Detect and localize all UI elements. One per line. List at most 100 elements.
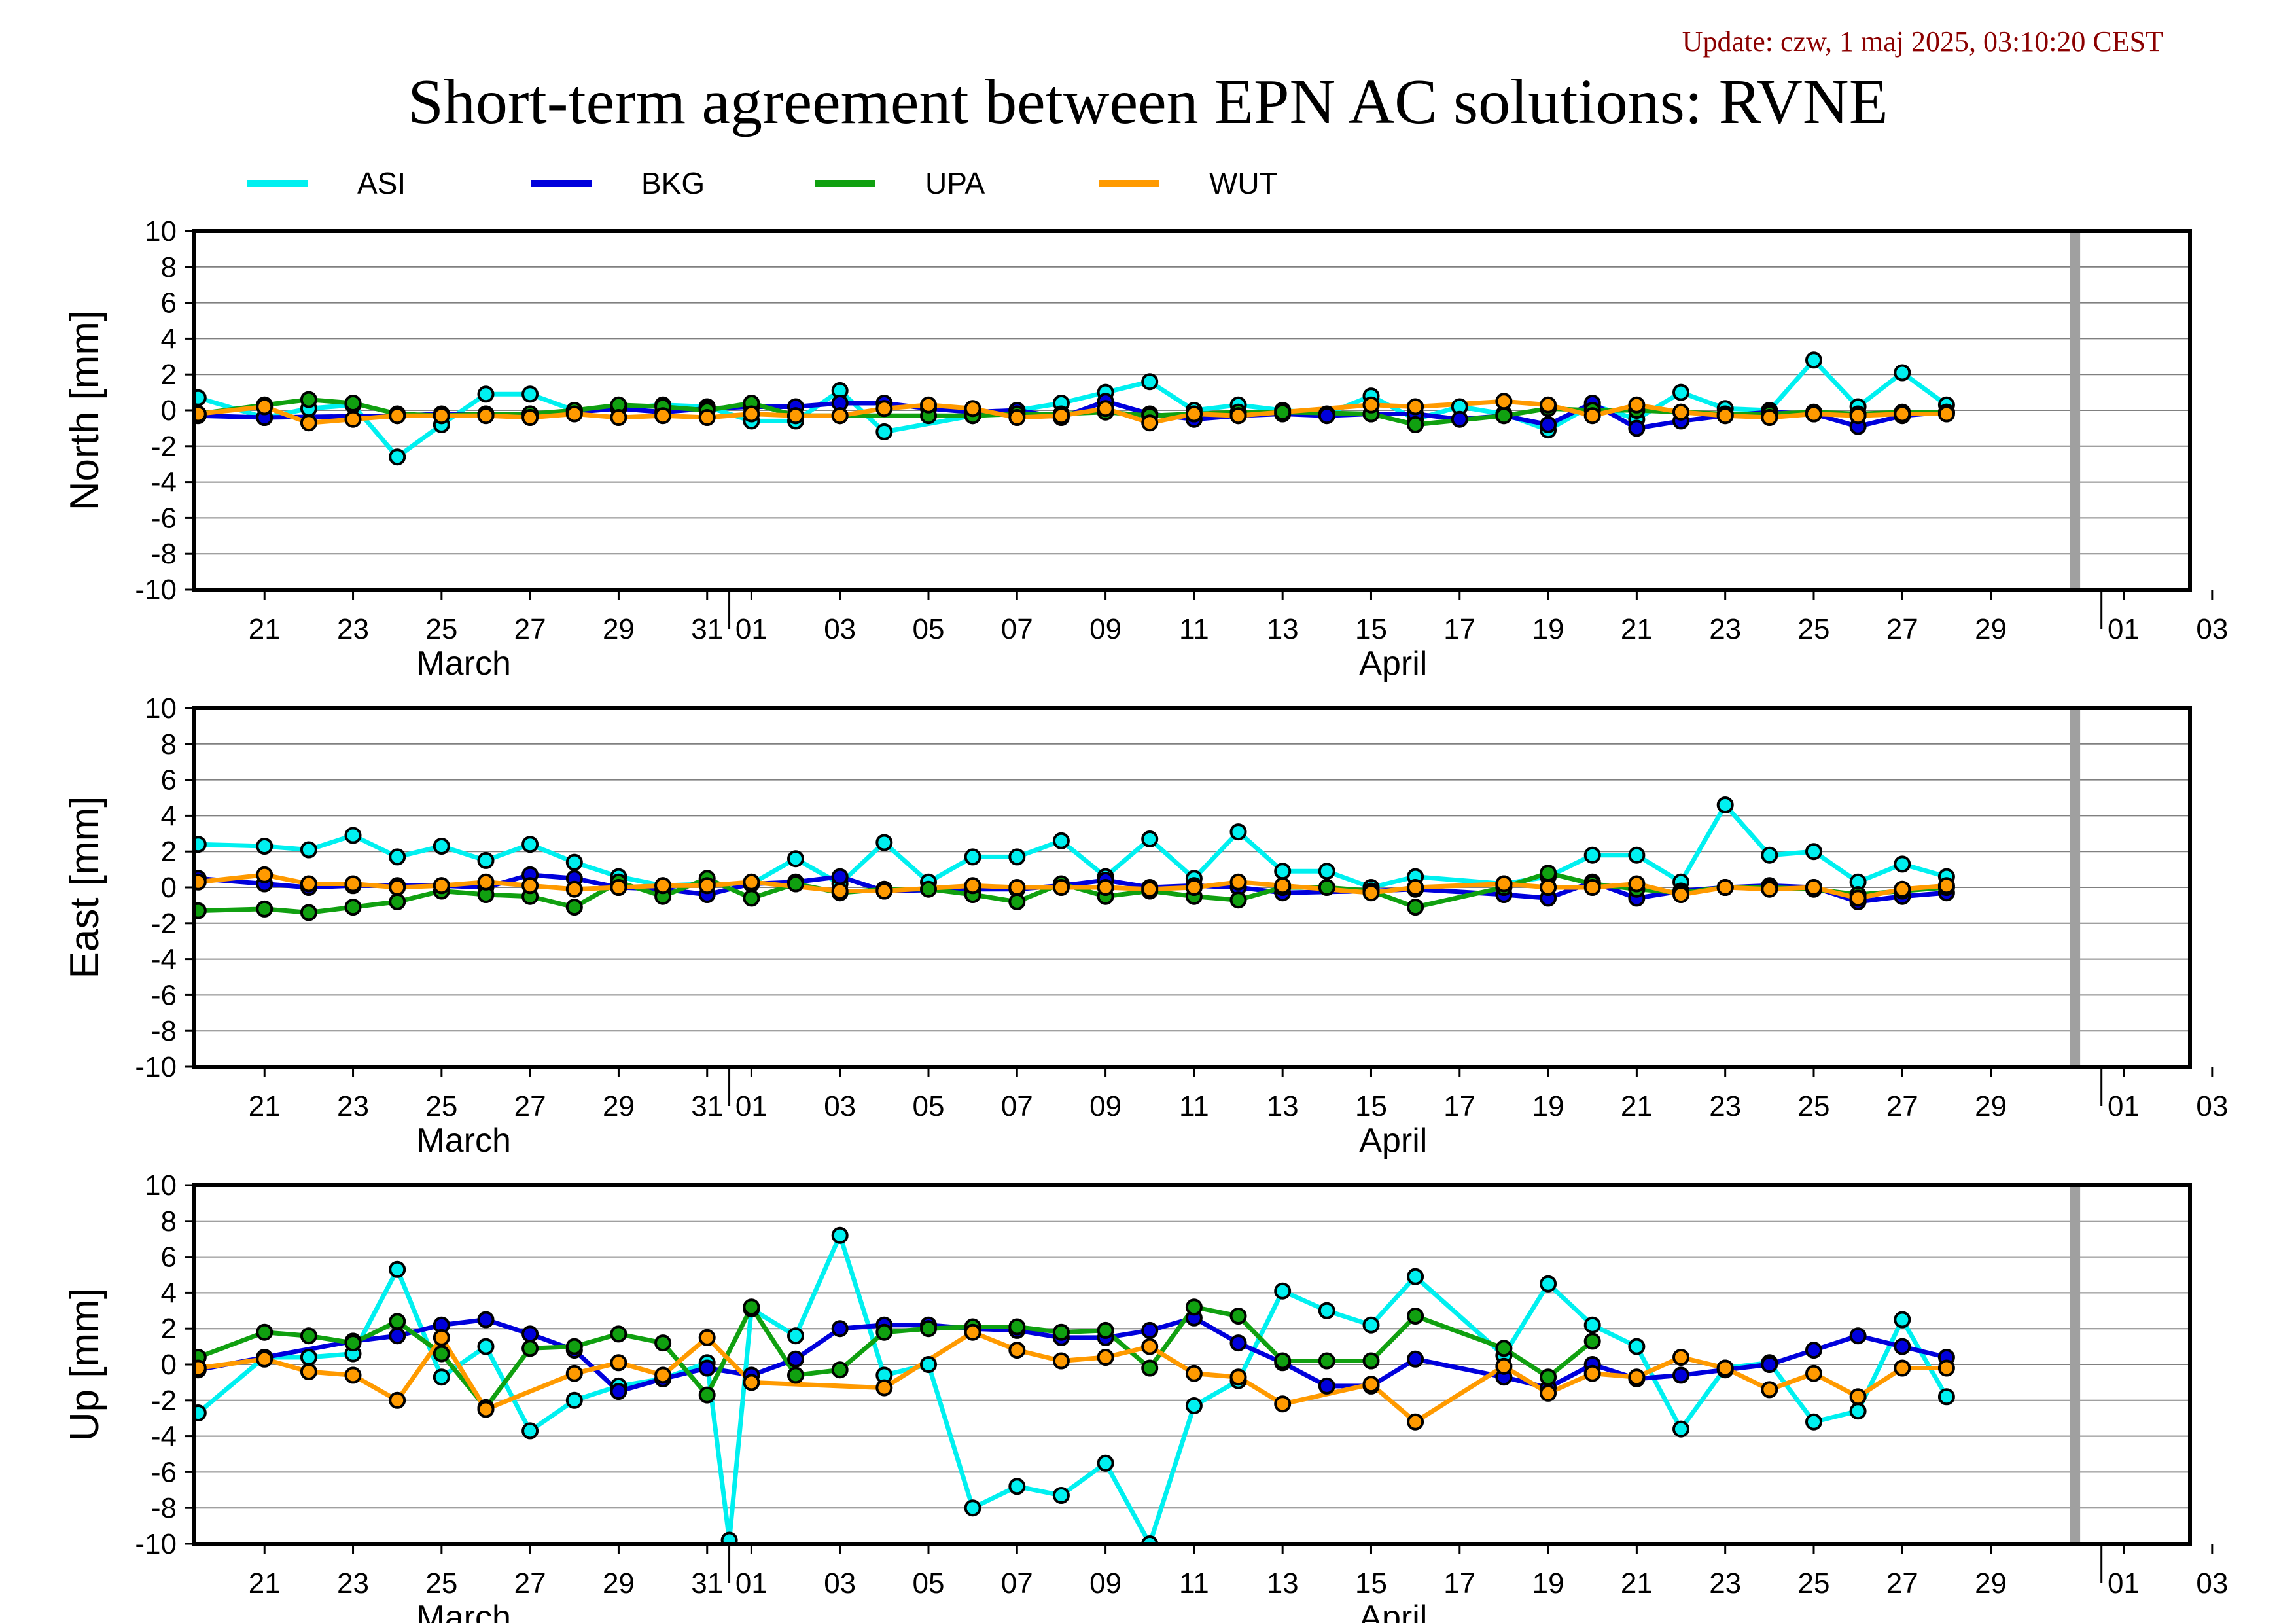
data-point-upa [344,899,362,916]
plot-frame [192,706,2192,1069]
x-tick-label: 05 [913,613,945,645]
data-point-wut [831,407,849,425]
x-tick-label: 01 [2108,613,2140,645]
data-point-wut [698,877,716,895]
data-point-wut [743,873,760,891]
data-point-wut [654,407,672,425]
x-tick-label: 29 [603,1567,635,1599]
y-tick-label: 0 [161,872,177,904]
data-point-bkg [1672,1366,1689,1384]
data-point-wut [964,400,981,418]
data-point-upa [654,1334,672,1352]
x-tick-label: 29 [1975,1567,2007,1599]
data-point-wut [1362,396,1380,414]
y-tick-label: 0 [161,1349,177,1381]
y-tick-label: 6 [161,287,177,319]
data-point-wut [1761,1381,1778,1399]
data-point-wut [300,414,317,432]
x-tick-label: 21 [1621,1567,1653,1599]
data-point-wut [875,882,893,900]
data-point-wut [565,880,583,898]
data-point-wut [1407,398,1424,416]
data-point-asi [1628,1338,1646,1355]
data-point-upa [787,875,804,893]
data-point-wut [1097,400,1114,418]
gap-marker [2070,708,2081,1067]
data-point-asi [565,1391,583,1409]
month-label: April [1359,1599,1427,1623]
data-point-upa [344,395,362,412]
x-tick-label: 21 [1621,613,1653,645]
data-point-wut [1761,880,1778,898]
x-tick-label: 21 [249,1090,281,1122]
data-point-bkg [477,1311,495,1329]
data-point-wut [1628,875,1646,893]
data-point-wut [1008,409,1026,426]
data-point-bkg [1761,1356,1778,1373]
data-point-wut [1362,884,1380,902]
data-point-asi [194,389,207,406]
y-tick-label: 8 [161,251,177,283]
data-point-wut [787,407,804,425]
x-tick-label: 11 [1179,613,1209,645]
y-tick-label: -6 [151,502,177,534]
x-tick-label: 25 [425,1567,457,1599]
y-tick-label: -2 [151,908,177,940]
data-point-asi [1894,1311,1911,1329]
data-point-wut [194,873,207,891]
data-point-upa [194,902,207,919]
data-point-wut [743,1374,760,1391]
x-tick-label: 17 [1443,613,1475,645]
data-point-upa [1008,1318,1026,1336]
data-point-wut [698,1329,716,1346]
data-point-upa [1274,403,1292,421]
data-point-bkg [1805,1342,1822,1359]
x-tick-label: 01 [735,1567,768,1599]
data-point-bkg [610,1383,627,1400]
data-point-wut [1495,1357,1513,1375]
x-tick-label: 23 [337,1567,369,1599]
x-tick-label: 01 [2108,1567,2140,1599]
data-point-wut [256,1350,274,1368]
data-point-wut [521,409,539,426]
x-tick-label: 21 [249,1567,281,1599]
data-point-wut [1849,1388,1867,1406]
data-point-asi [1052,832,1070,849]
data-point-bkg [1894,1338,1911,1355]
x-tick-label: 27 [1886,1567,1918,1599]
data-point-asi [1229,823,1247,841]
data-point-wut [1495,875,1513,893]
data-point-wut [831,882,849,900]
y-tick-label: 2 [161,1313,177,1345]
data-point-asi [1583,846,1601,864]
legend-item-upa: UPA [815,166,985,200]
x-tick-label: 19 [1532,613,1564,645]
x-tick-label: 29 [1975,613,2007,645]
update-text: Update: czw, 1 maj 2025, 03:10:20 CEST [1682,26,2163,58]
data-point-wut [1274,877,1292,895]
data-point-wut [521,877,539,895]
data-point-wut [1805,1364,1822,1382]
data-point-asi [1894,364,1911,382]
data-point-upa [610,1325,627,1343]
data-point-asi [1097,1454,1114,1472]
data-point-bkg [1229,1334,1247,1352]
data-point-wut [610,1354,627,1372]
x-tick-label: 05 [913,1567,945,1599]
y-tick-label: 4 [161,323,177,355]
data-point-wut [1185,1364,1203,1382]
data-point-upa [300,1327,317,1345]
data-point-bkg [1540,416,1557,433]
data-point-wut [1407,879,1424,896]
x-tick-label: 13 [1267,1567,1299,1599]
data-point-wut [1008,879,1026,896]
y-tick-label: -2 [151,431,177,463]
data-point-wut [1141,414,1159,432]
y-tick-label: -4 [151,944,177,976]
data-point-asi [1894,855,1911,873]
data-point-wut [1805,879,1822,896]
data-point-wut [1141,1338,1159,1355]
x-tick-label: 25 [1798,613,1830,645]
x-tick-label: 09 [1089,1090,1122,1122]
month-label: April [1359,645,1427,683]
